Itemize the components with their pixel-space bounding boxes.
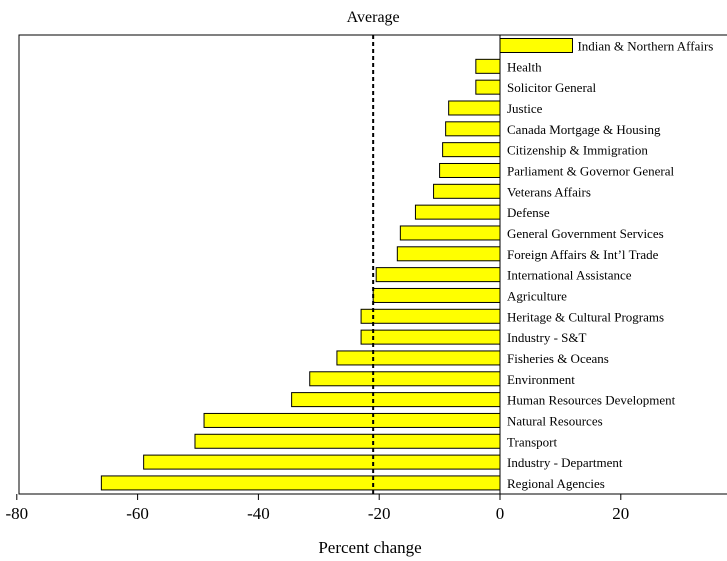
bar xyxy=(445,121,501,137)
category-label: Health xyxy=(507,59,542,74)
category-label: Indian & Northern Affairs xyxy=(577,39,713,54)
bar xyxy=(100,475,501,491)
bar xyxy=(336,350,501,366)
category-label: Human Resources Development xyxy=(507,393,676,408)
category-label: Industry - S&T xyxy=(507,330,587,345)
bar xyxy=(414,204,501,220)
category-label: Regional Agencies xyxy=(507,476,605,491)
bar xyxy=(360,329,501,345)
x-tick-label: 20 xyxy=(612,504,629,523)
category-label: Transport xyxy=(507,434,557,449)
bar xyxy=(399,225,501,241)
x-axis-label: Percent change xyxy=(318,538,421,557)
bar xyxy=(143,454,501,470)
x-tick-label: -20 xyxy=(368,504,391,523)
bar xyxy=(475,79,501,95)
category-label: Heritage & Cultural Programs xyxy=(507,309,664,324)
category-label: Industry - Department xyxy=(507,455,623,470)
category-labels: Indian & Northern Affairs Health Solicitor… xyxy=(507,39,713,491)
bar xyxy=(396,246,501,262)
category-label: Environment xyxy=(507,372,575,387)
bar xyxy=(433,183,501,199)
x-axis-ticks: -80 -60 -40 -20 0 20 xyxy=(5,494,629,523)
bar xyxy=(194,433,501,449)
bar xyxy=(203,412,501,428)
bars xyxy=(100,38,573,491)
bar xyxy=(375,267,501,283)
bar xyxy=(291,392,501,408)
category-label: General Government Services xyxy=(507,226,664,241)
bar xyxy=(448,100,501,116)
category-label: Justice xyxy=(507,101,543,116)
bar xyxy=(309,371,501,387)
bar xyxy=(442,142,501,158)
bar xyxy=(439,162,501,178)
category-label: Foreign Affairs & Int’l Trade xyxy=(507,247,659,262)
x-tick-label: -60 xyxy=(126,504,149,523)
x-tick-label: -40 xyxy=(247,504,270,523)
category-label: Canada Mortgage & Housing xyxy=(507,122,661,137)
category-label: Citizenship & Immigration xyxy=(507,143,648,158)
category-label: Veterans Affairs xyxy=(507,184,591,199)
category-label: Solicitor General xyxy=(507,80,597,95)
category-label: Defense xyxy=(507,205,550,220)
x-tick-label: 0 xyxy=(496,504,505,523)
category-label: Fisheries & Oceans xyxy=(507,351,609,366)
category-label: International Assistance xyxy=(507,268,632,283)
bar xyxy=(475,58,501,74)
x-tick-label: -80 xyxy=(5,504,28,523)
category-label: Parliament & Governor General xyxy=(507,163,675,178)
bar xyxy=(360,308,501,324)
bar xyxy=(499,38,573,53)
category-label: Agriculture xyxy=(507,288,567,303)
category-label: Natural Resources xyxy=(507,413,603,428)
bar xyxy=(372,287,501,303)
average-label: Average xyxy=(347,9,400,26)
